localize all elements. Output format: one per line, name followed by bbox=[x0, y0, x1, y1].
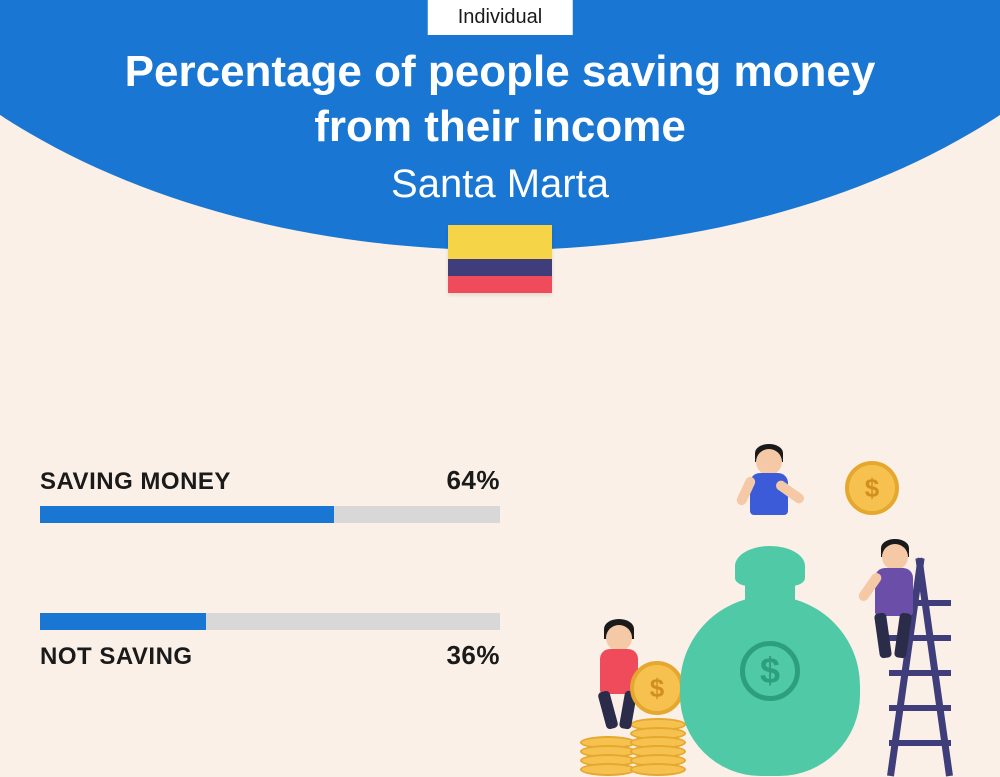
bars-section: SAVING MONEY 64% NOT SAVING 36% bbox=[40, 465, 500, 761]
bar-value: 36% bbox=[446, 640, 500, 671]
bar-header: SAVING MONEY 64% bbox=[40, 465, 500, 496]
bar-value: 64% bbox=[446, 465, 500, 496]
subtitle-location: Santa Marta bbox=[0, 162, 1000, 207]
person-top-icon bbox=[735, 446, 805, 536]
flag-stripe-blue bbox=[448, 259, 552, 276]
money-bag-icon: $ bbox=[680, 546, 860, 776]
coin-icon: $ bbox=[630, 661, 684, 715]
person-sitting-icon: $ bbox=[590, 621, 650, 731]
coin-stack-icon bbox=[580, 740, 636, 776]
title-line-1: Percentage of people saving money bbox=[0, 44, 1000, 99]
category-tab: Individual bbox=[428, 0, 573, 35]
bar-label: SAVING MONEY bbox=[40, 468, 231, 496]
colombia-flag-icon bbox=[448, 225, 552, 293]
bar-saving-money: SAVING MONEY 64% bbox=[40, 465, 500, 523]
flag-stripe-red bbox=[448, 276, 552, 293]
dollar-sign-icon: $ bbox=[740, 641, 800, 701]
savings-illustration: $ $ $ bbox=[570, 446, 970, 776]
bar-fill bbox=[40, 506, 334, 523]
bar-track bbox=[40, 506, 500, 523]
bar-header: NOT SAVING 36% bbox=[40, 640, 500, 671]
bar-fill bbox=[40, 613, 206, 630]
title-line-2: from their income bbox=[0, 99, 1000, 154]
flag-stripe-yellow bbox=[448, 225, 552, 259]
bar-track bbox=[40, 613, 500, 630]
bar-not-saving: NOT SAVING 36% bbox=[40, 613, 500, 671]
bar-label: NOT SAVING bbox=[40, 643, 193, 671]
title-block: Percentage of people saving money from t… bbox=[0, 44, 1000, 207]
person-ladder-icon bbox=[865, 541, 925, 661]
coin-icon: $ bbox=[845, 461, 899, 515]
